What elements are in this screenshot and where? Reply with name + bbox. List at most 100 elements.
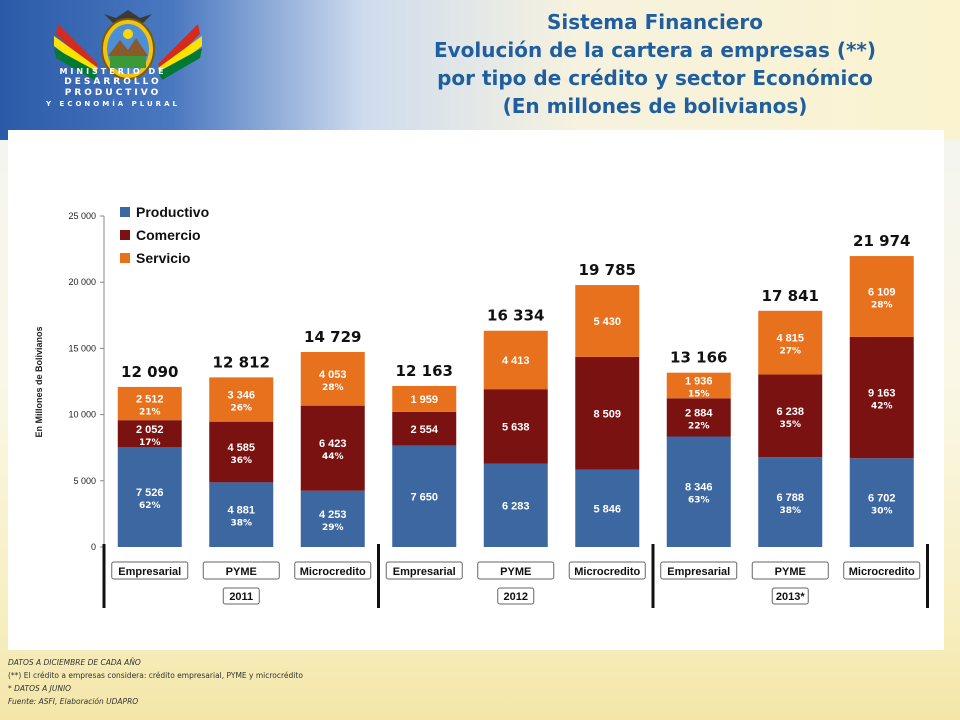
category-label-box [294,561,372,580]
value-label: 8 346 [685,482,713,494]
value-label: 2 512 [136,394,164,406]
ministry-name: MINISTERIO DE DESARROLLO PRODUCTIVO Y EC… [18,66,208,110]
category-label: Microcredito [300,566,366,578]
value-label: 7 650 [410,491,438,503]
y-tick-label: 15 000 [68,343,96,353]
category-label: Microcredito [574,566,640,578]
value-label: 4 881 [227,505,255,517]
value-label: 4 053 [319,369,347,381]
footer-notes: DATOS A DICIEMBRE DE CADA AÑO (**) El cr… [8,656,303,708]
value-label: 3 346 [227,390,255,402]
value-label: 4 585 [227,442,255,454]
category-label: PYME [226,566,257,578]
percent-label: 15% [688,389,710,399]
category-label-box [202,561,280,580]
category-label-box [843,561,921,580]
bar-segment-comercio [483,389,548,464]
category-label: Empresarial [118,566,181,578]
y-tick-label: 5 000 [73,476,96,486]
category-label-box [568,561,646,580]
bar-segment-productivo [849,458,914,547]
legend-swatch [120,207,130,217]
value-label: 1 936 [685,375,713,387]
y-tick-label: 0 [91,542,96,552]
ministry-line-3: Y ECONOMÍA PLURAL [46,100,180,108]
value-label: 6 702 [868,493,896,505]
value-label: 6 423 [319,438,347,450]
value-label: 5 430 [593,316,621,328]
value-label: 4 253 [319,509,347,521]
percent-label: 29% [322,523,344,533]
percent-label: 30% [871,507,893,517]
category-label-box [751,561,829,580]
value-label: 4 815 [776,333,804,345]
y-axis-title: En Millones de Bolivianos [34,326,44,437]
note-data-date: DATOS A DICIEMBRE DE CADA AÑO [8,658,141,667]
legend-label: Comercio [136,227,201,243]
value-label: 2 884 [685,407,713,419]
value-label: 7 526 [136,487,164,499]
total-label: 12 090 [121,363,178,381]
total-label: 16 334 [487,307,544,325]
percent-label: 62% [139,501,161,511]
note-june-data: * DATOS A JUNIO [8,684,72,693]
group-label-box [222,587,260,605]
bar-segment-productivo [209,482,274,547]
group-label: 2012 [504,591,528,603]
total-label: 13 166 [670,349,727,367]
note-source: Fuente: ASFI, Elaboración UDAPRO [8,697,139,706]
percent-label: 28% [871,301,893,311]
bar-segment-comercio [849,336,914,459]
category-label: PYME [775,566,806,578]
ministry-line-2: DESARROLLO PRODUCTIVO [64,77,162,98]
percent-label: 36% [230,456,252,466]
bar-segment-productivo [666,436,731,547]
bar-segment-servicio [209,377,274,422]
title-line-4: (En millones de bolivianos) [502,94,808,118]
value-label: 5 638 [502,421,530,433]
bar-segment-servicio [300,351,365,406]
percent-label: 42% [871,402,893,412]
header-banner: MINISTERIO DE DESARROLLO PRODUCTIVO Y EC… [0,0,960,140]
bar-segment-servicio [117,386,182,421]
bar-segment-productivo [392,445,457,547]
category-label-box [477,561,555,580]
legend-label: Servicio [136,250,190,266]
value-label: 6 238 [776,406,804,418]
value-label: 9 163 [868,388,896,400]
bar-segment-productivo [758,457,823,547]
category-label-box [385,561,463,580]
value-label: 2 052 [136,424,164,436]
bar-segment-comercio [758,374,823,458]
bar-segment-servicio [575,285,640,357]
percent-label: 38% [779,506,801,516]
category-label: Empresarial [393,566,456,578]
category-label: Microcredito [849,566,915,578]
bar-segment-productivo [300,490,365,547]
value-label: 1 959 [410,394,438,406]
percent-label: 27% [779,347,801,357]
bar-segment-productivo [483,463,548,547]
bar-segment-comercio [666,398,731,437]
percent-label: 44% [322,452,344,462]
bar-segment-comercio [392,411,457,446]
percent-label: 26% [230,404,252,414]
group-label: 2011 [229,591,253,603]
note-credit-definition: (**) El crédito a empresas considera: cr… [8,671,303,680]
bar-segment-servicio [849,256,914,337]
stacked-bar-chart: 0 5 000 10 000 15 000 20 000 25 000 En Millone… [34,204,929,608]
bar-segment-comercio [575,356,640,470]
bar-segment-productivo [575,469,640,547]
bar-segment-servicio [483,330,548,390]
total-label: 17 841 [762,287,819,305]
percent-label: 38% [230,519,252,529]
bar-segment-servicio [666,372,731,399]
title-line-3: por tipo de crédito y sector Económico [437,66,873,90]
category-label-box [111,561,189,580]
value-label: 8 509 [593,408,621,420]
bar-segment-comercio [117,420,182,448]
category-label: Empresarial [667,566,730,578]
bar-segment-servicio [758,310,823,375]
category-label: PYME [500,566,531,578]
total-label: 19 785 [579,261,636,279]
